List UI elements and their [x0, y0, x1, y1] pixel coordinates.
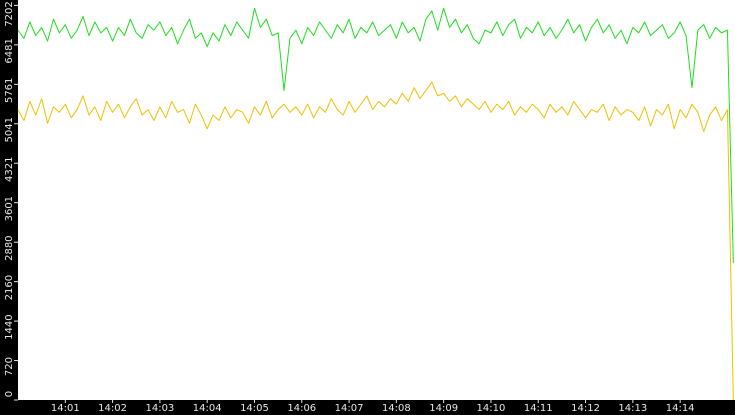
x-tick-label: 14:05: [240, 403, 269, 414]
x-tick-label: 14:01: [51, 403, 80, 414]
y-axis-band: [0, 0, 18, 415]
x-tick-label: 14:14: [666, 403, 695, 414]
x-tick-label: 14:08: [382, 403, 411, 414]
x-tick-label: 14:04: [193, 403, 222, 414]
series-line: [17, 7, 734, 264]
y-tick-label: 1440: [4, 314, 15, 339]
x-tick-label: 14:07: [335, 403, 364, 414]
y-tick-label: 720: [4, 357, 15, 376]
x-tick-label: 14:13: [618, 403, 647, 414]
y-tick-label: 4321: [4, 157, 15, 182]
x-axis-band: [0, 400, 735, 415]
x-tick-label: 14:11: [524, 403, 553, 414]
x-tick-label: 14:06: [287, 403, 316, 414]
series-line: [17, 81, 734, 401]
y-tick-label: 0: [4, 391, 15, 397]
y-tick-label: 3601: [4, 196, 15, 221]
x-tick-label: 14:03: [145, 403, 174, 414]
x-tick-label: 14:09: [429, 403, 458, 414]
x-tick-label: 14:02: [98, 403, 127, 414]
y-tick-label: 2880: [4, 235, 15, 260]
x-tick-label: 14:12: [571, 403, 600, 414]
y-tick-label: 2160: [4, 275, 15, 300]
y-tick-label: 7202: [4, 1, 15, 26]
y-tick-label: 5761: [4, 78, 15, 103]
x-tick-label: 14:10: [477, 403, 506, 414]
y-tick-label: 6481: [4, 38, 15, 63]
y-tick-label: 5041: [4, 117, 15, 142]
